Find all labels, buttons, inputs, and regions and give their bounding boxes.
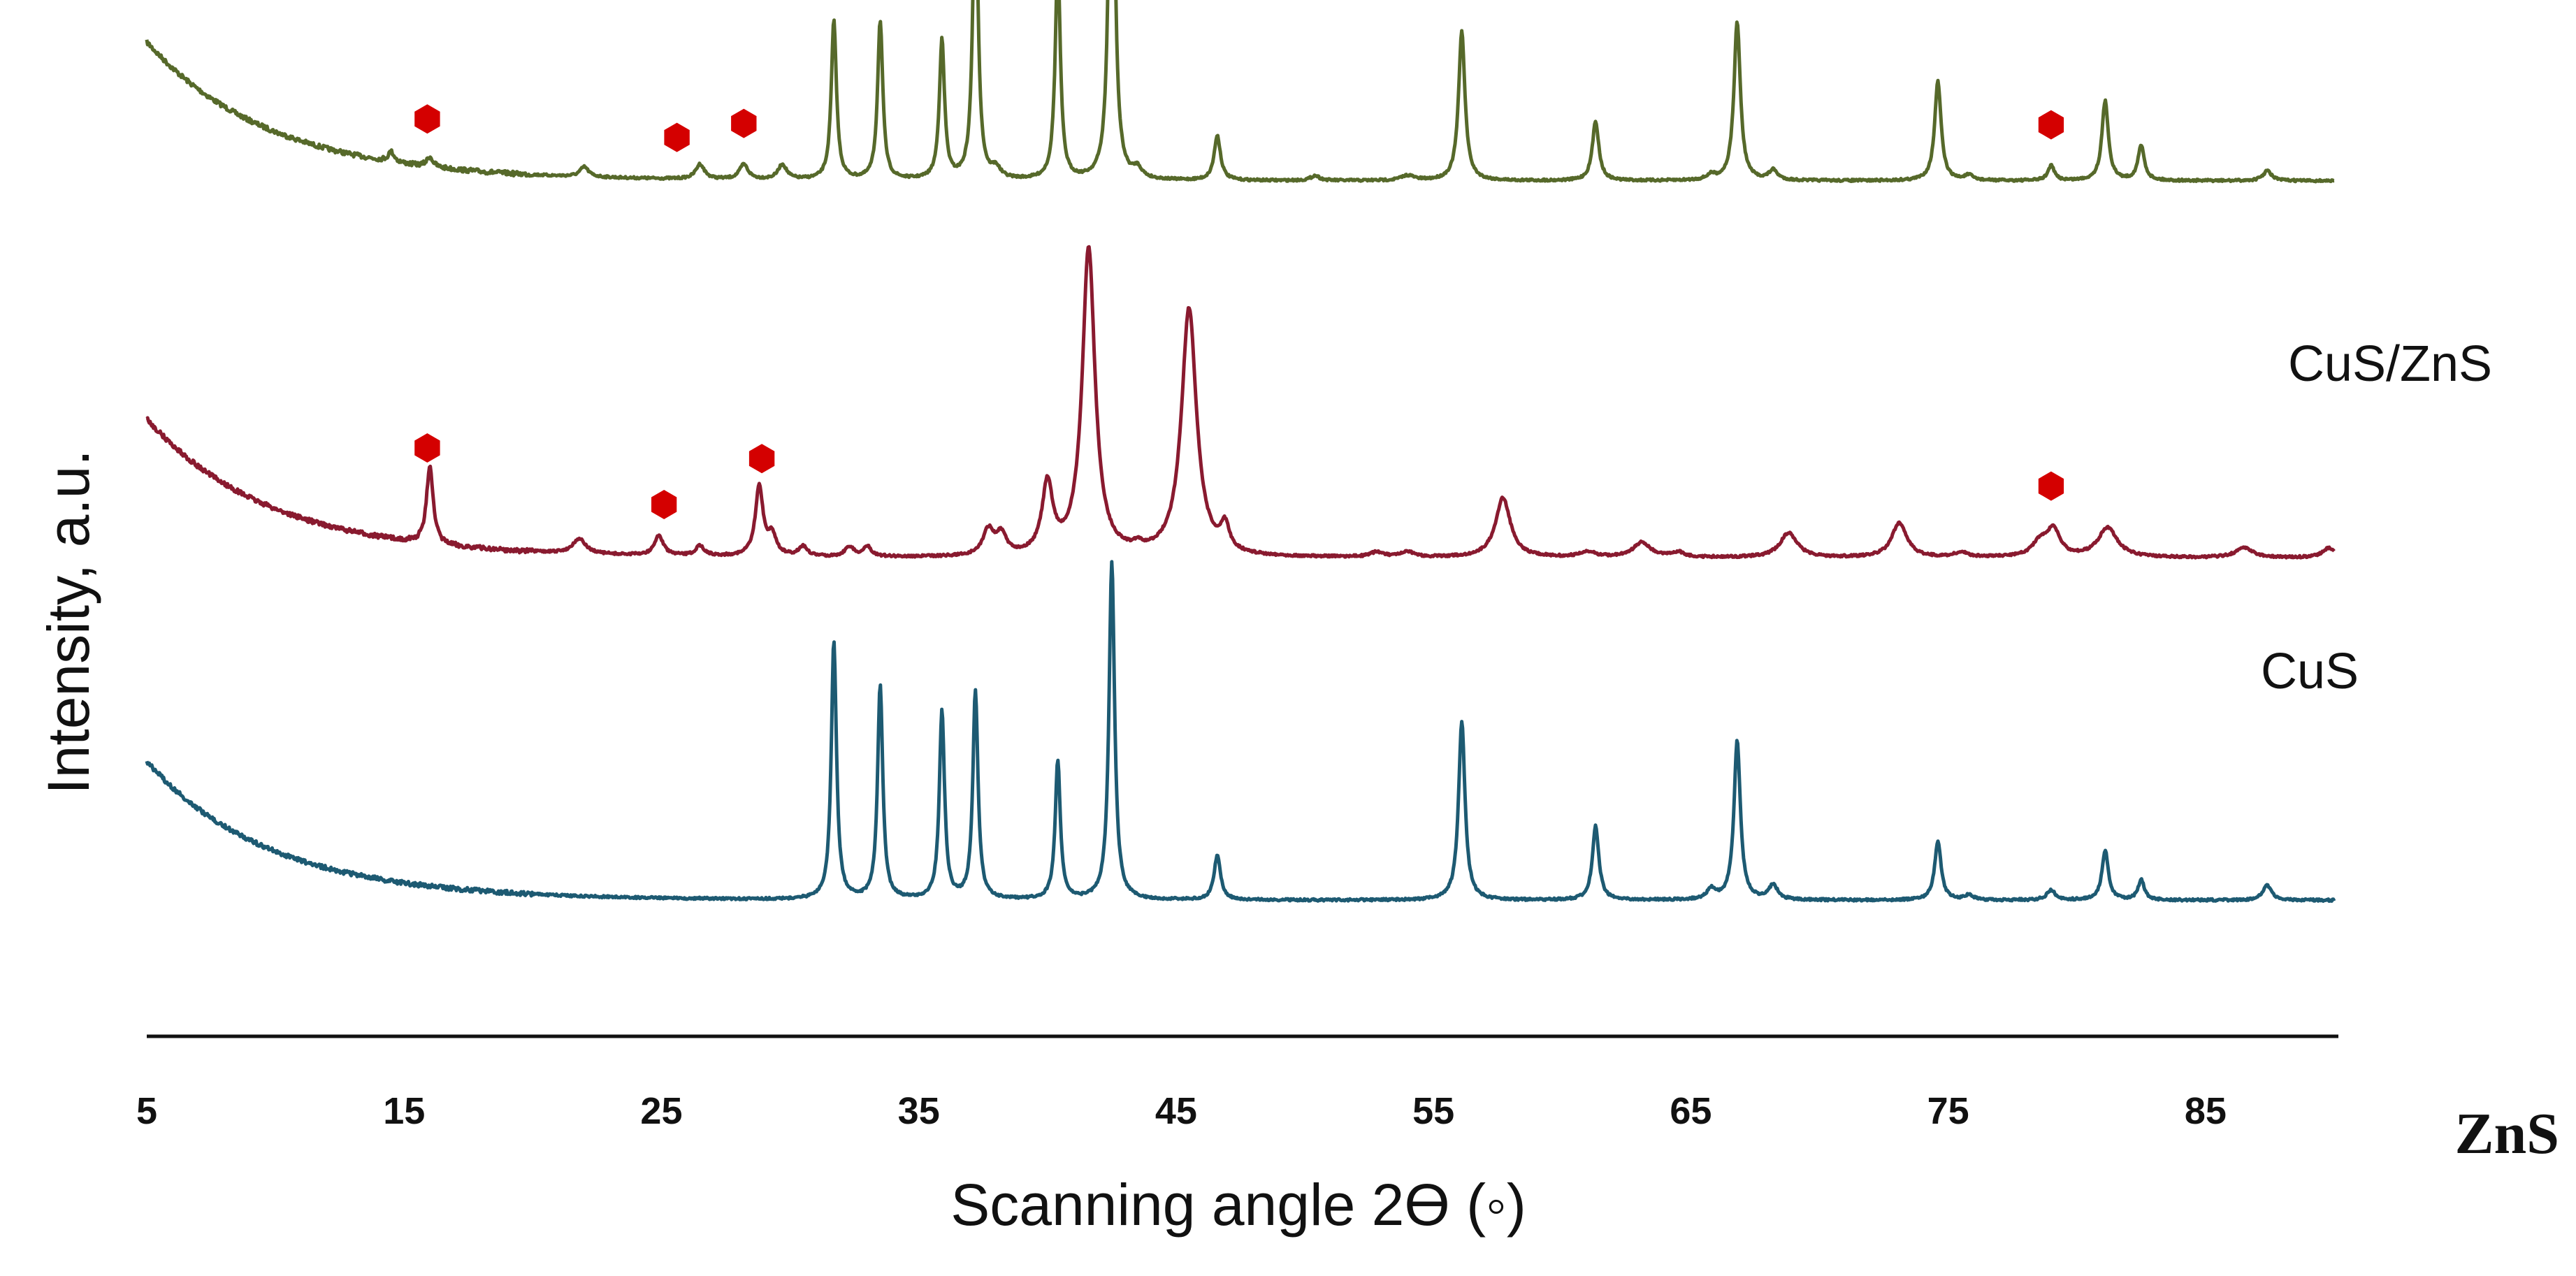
x-tick-label: 25 <box>640 1090 682 1132</box>
series-line-1 <box>145 245 2336 560</box>
x-tick-label: 35 <box>898 1090 940 1132</box>
x-tick-label: 75 <box>1927 1090 1969 1132</box>
series-curves <box>145 0 2336 904</box>
x-tick-label: 45 <box>1155 1090 1197 1132</box>
series-line-0 <box>145 0 2336 184</box>
x-tick-label: 15 <box>383 1090 425 1132</box>
phase-marker <box>664 122 690 152</box>
x-tick-label: 65 <box>1670 1090 1712 1132</box>
series-label: CuS/ZnS <box>2288 336 2492 392</box>
x-tick-label: 55 <box>1412 1090 1454 1132</box>
phase-marker <box>2038 110 2064 140</box>
phase-marker <box>651 490 677 519</box>
y-axis-title: Intensity, a.u. <box>36 449 101 794</box>
phase-marker <box>748 444 775 474</box>
phase-marker <box>414 433 440 463</box>
series-label: CuS <box>2261 644 2359 699</box>
phase-marker <box>2038 471 2064 501</box>
x-tick-label: 5 <box>136 1090 157 1132</box>
phase-marker <box>414 104 440 134</box>
x-axis-title: Scanning angle 2ϴ (◦) <box>950 1172 1526 1238</box>
phase-markers <box>414 104 2064 519</box>
series-labels: CuS/ZnS CuS <box>2261 336 2492 699</box>
corner-label: ZnS <box>2455 1101 2559 1166</box>
phase-marker <box>731 108 757 138</box>
series-line-2 <box>145 560 2336 904</box>
x-tick-label: 85 <box>2185 1090 2227 1132</box>
x-tick-labels: 5 15 25 35 45 55 65 75 85 <box>136 1090 2227 1132</box>
